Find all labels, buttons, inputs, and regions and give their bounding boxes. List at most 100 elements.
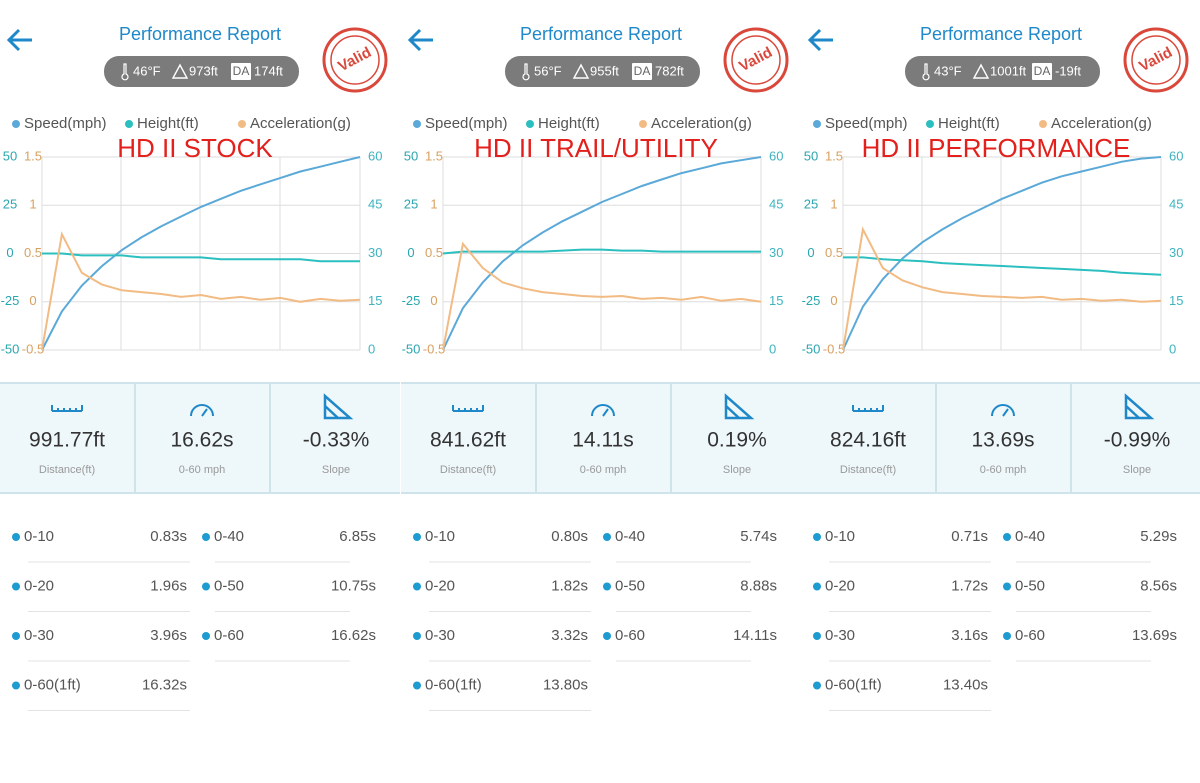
y-tick-label: -25 <box>1 293 20 308</box>
series-line <box>41 231 361 351</box>
split-value: 3.96s <box>150 627 187 644</box>
split-value: 5.29s <box>1140 528 1177 545</box>
page-title: Performance Report <box>119 24 281 44</box>
stat-label: Distance(ft) <box>840 464 896 476</box>
split-label: 0-60 <box>214 627 244 644</box>
y2-tick-label: 45 <box>769 197 783 212</box>
stat-label: Slope <box>723 464 751 476</box>
legend-label: Acceleration(g) <box>1051 115 1152 132</box>
split-label: 0-30 <box>24 627 54 644</box>
back-button[interactable] <box>6 28 32 52</box>
da-box <box>1032 63 1052 80</box>
elevation-icon <box>572 63 590 79</box>
legend-swatch <box>526 120 534 128</box>
valid-stamp: Valid <box>736 44 775 75</box>
series-line <box>842 226 1162 351</box>
y-tick-label: 25 <box>3 197 17 212</box>
da-box <box>632 63 652 80</box>
thermometer-icon <box>522 63 530 81</box>
slope-icon <box>323 393 354 420</box>
legend-label: Height(ft) <box>538 115 600 132</box>
series-line <box>843 256 1162 276</box>
split-dot <box>813 582 821 591</box>
y-tick-label: 50 <box>804 148 818 163</box>
da-box <box>231 63 251 80</box>
y2-tick-label: 60 <box>1169 148 1183 163</box>
split-value: 0.83s <box>150 528 187 545</box>
y3-tick-label: 0.5 <box>24 245 42 260</box>
elevation: 955ft <box>590 63 619 78</box>
split-value: 6.85s <box>339 528 376 545</box>
y3-tick-label: 0 <box>430 293 437 308</box>
series-line <box>842 156 1162 351</box>
page-title: Performance Report <box>920 24 1082 44</box>
split-dot <box>813 681 821 690</box>
y-tick-label: -50 <box>802 341 821 356</box>
split-value: 1.82s <box>551 577 588 594</box>
split-label: 0-50 <box>615 577 645 594</box>
split-value: 8.88s <box>740 577 777 594</box>
gauge-icon <box>190 404 214 417</box>
overlay-label: HD II TRAIL/UTILITY <box>474 133 718 163</box>
density-altitude-label: DA <box>1034 64 1051 78</box>
back-arrow <box>407 28 433 52</box>
legend-swatch <box>125 120 133 128</box>
back-arrow <box>807 28 833 52</box>
y3-tick-label: 0.5 <box>425 245 443 260</box>
split-dot <box>1003 533 1011 541</box>
y2-tick-label: 15 <box>368 293 382 308</box>
temperature: 56°F <box>534 63 562 78</box>
y3-tick-label: -0.5 <box>423 341 445 356</box>
split-dot <box>603 533 611 541</box>
elevation: 973ft <box>189 63 218 78</box>
legend-swatch <box>813 120 821 128</box>
y-tick-label: -50 <box>1 341 20 356</box>
y2-tick-label: 15 <box>769 293 783 308</box>
report-panel: Performance Report 43°F 1001ft DA -19ft Valid… <box>801 24 1200 711</box>
y3-tick-label: 1.5 <box>24 148 42 163</box>
split-dot <box>603 632 611 640</box>
split-label: 0-10 <box>825 528 855 545</box>
split-label: 0-30 <box>825 627 855 644</box>
split-dot <box>12 632 20 640</box>
legend-label: Acceleration(g) <box>250 115 351 132</box>
stat-label: 0-60 mph <box>980 464 1026 476</box>
split-dot <box>12 582 20 591</box>
stats-band <box>401 383 801 493</box>
legend-swatch <box>639 120 647 128</box>
y-tick-label: -25 <box>402 293 421 308</box>
temperature: 46°F <box>133 63 161 78</box>
split-dot <box>413 582 421 591</box>
legend-label: Speed(mph) <box>825 115 908 132</box>
split-dot <box>202 533 210 541</box>
y2-tick-label: 60 <box>368 148 382 163</box>
legend-swatch <box>12 120 20 128</box>
split-value: 14.11s <box>733 627 777 644</box>
split-dot <box>1003 582 1011 591</box>
y2-tick-label: 0 <box>1169 341 1176 356</box>
density-altitude: 782ft <box>655 63 684 78</box>
y-tick-label: 50 <box>3 148 17 163</box>
split-value: 16.32s <box>142 676 187 693</box>
stamp-ring-inner <box>330 35 380 85</box>
gauge-icon <box>591 404 615 417</box>
legend-label: Height(ft) <box>938 115 1000 132</box>
overlay-label: HD II STOCK <box>117 133 273 163</box>
back-button[interactable] <box>407 28 433 52</box>
y-tick-label: -25 <box>802 293 821 308</box>
series-line <box>442 241 762 351</box>
report-panel: Performance Report 46°F 973ft DA 174ft Valid S… <box>0 24 400 711</box>
back-button[interactable] <box>807 28 833 52</box>
split-value: 0.80s <box>551 528 588 545</box>
elevation: 1001ft <box>990 63 1027 78</box>
legend-swatch <box>1039 120 1047 128</box>
series-line <box>442 156 762 351</box>
split-label: 0-40 <box>1015 528 1045 545</box>
split-label: 0-60(1ft) <box>825 676 882 693</box>
split-value: 10.75s <box>331 577 376 594</box>
valid-stamp: Valid <box>1136 44 1175 75</box>
series-line <box>41 156 361 351</box>
split-value: 16.62s <box>331 627 376 644</box>
stamp-ring <box>723 27 789 93</box>
